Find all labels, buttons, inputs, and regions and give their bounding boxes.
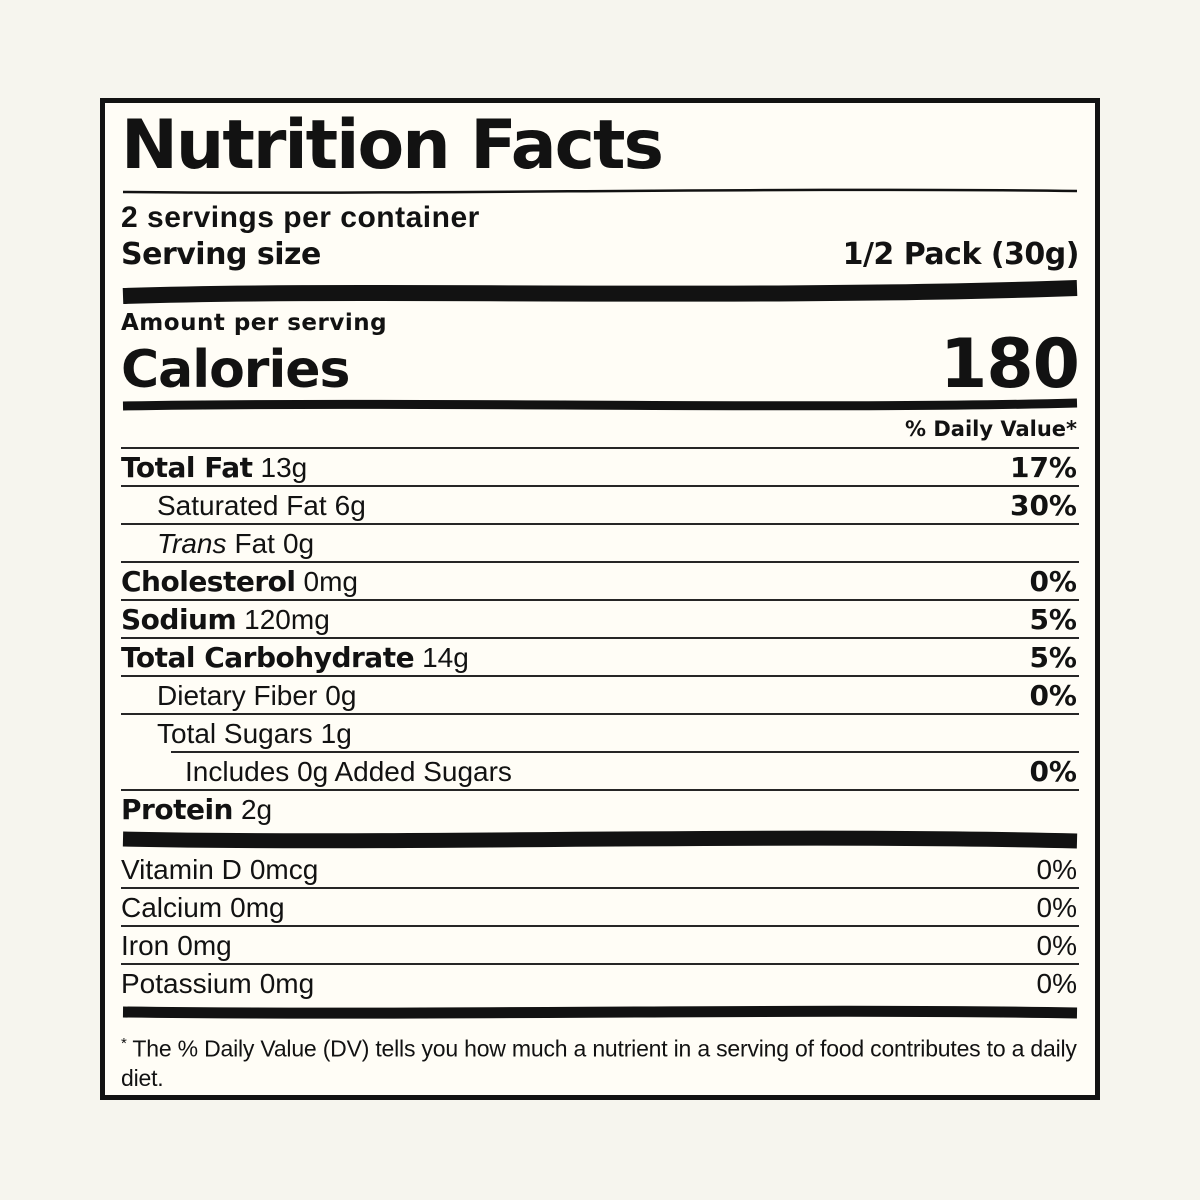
nutrient-name: Includes 0g Added Sugars (185, 755, 512, 787)
nutrient-name: Total Carbohydrate (121, 640, 415, 674)
thick-rule-top (122, 279, 1078, 304)
thick-rule-calories (122, 398, 1078, 411)
serving-size-row: Serving size 1/2 Pack (30g) (121, 236, 1080, 274)
footnote: * The % Daily Value (DV) tells you how m… (121, 1029, 1079, 1095)
daily-value: 0% (1029, 754, 1077, 788)
nutrient-name: Calcium (121, 891, 223, 923)
nutrient-row-cholesterol: Cholesterol 0mg 0% (121, 563, 1079, 601)
nutrient-row-total-sugars: Total Sugars 1g (121, 715, 1079, 751)
daily-value: 0% (1029, 678, 1077, 712)
nutrient-amount: 0mg (230, 891, 285, 923)
title-underline-rule (122, 188, 1078, 194)
nutrient-row-total-fat: Total Fat 13g 17% (121, 449, 1079, 487)
thick-rule-protein (122, 830, 1078, 849)
daily-value: 5% (1029, 640, 1077, 674)
micronutrient-row-calcium: Calcium 0mg 0% (121, 889, 1079, 927)
daily-value-header: % Daily Value* (121, 413, 1079, 449)
micronutrient-row-iron: Iron 0mg 0% (121, 927, 1079, 965)
nutrient-name: Sodium (121, 602, 237, 636)
micronutrient-row-vitamin-d: Vitamin D 0mcg 0% (121, 851, 1079, 889)
nutrient-amount: 0mg (259, 967, 315, 999)
nutrient-row-protein: Protein 2g (121, 791, 1079, 827)
nutrient-row-trans-fat: Trans Fat 0g (121, 525, 1079, 563)
footnote-line1: * The % Daily Value (DV) tells you how m… (121, 1034, 1077, 1092)
nutrient-amount: 0mg (177, 929, 232, 961)
nutrient-row-total-carbohydrate: Total Carbohydrate 14g 5% (121, 639, 1079, 677)
servings-per-container: 2 servings per container (121, 200, 480, 234)
nutrient-amount: 14g (422, 641, 469, 673)
nutrient-name: Dietary Fiber (157, 679, 318, 711)
daily-value: 0% (1036, 853, 1077, 885)
nutrient-row-saturated-fat: Saturated Fat 6g 30% (121, 487, 1079, 525)
serving-size-value: 1/2 Pack (30g) (842, 236, 1080, 272)
daily-value: 0% (1036, 929, 1077, 961)
nutrient-amount: 120mg (244, 603, 330, 635)
calories-value: 180 (940, 324, 1080, 404)
footnote-marker: * (121, 1034, 127, 1052)
thick-rule-footnote (122, 1005, 1078, 1019)
nutrient-amount: 0mg (303, 565, 358, 597)
nutrient-name: Iron (121, 929, 170, 961)
daily-value: 0% (1036, 891, 1077, 923)
daily-value: 17% (1009, 450, 1077, 484)
nutrient-name: Potassium (121, 967, 252, 999)
nutrient-name: Fat (234, 527, 275, 559)
nutrient-name: Saturated Fat (157, 489, 327, 521)
nutrition-facts-label: Nutrition Facts 2 servings per container… (100, 98, 1100, 1100)
footnote-line2: 2,000 calories a day is used for general… (121, 1093, 1079, 1095)
nutrient-row-added-sugars: Includes 0g Added Sugars 0% (121, 750, 1079, 791)
nutrient-amount: 2g (240, 793, 273, 825)
label-title: Nutrition Facts (121, 106, 664, 185)
nutrient-row-dietary-fiber: Dietary Fiber 0g 0% (121, 677, 1079, 715)
nutrient-amount: 0g (325, 679, 357, 711)
nutrient-amount: 0mcg (249, 853, 319, 885)
daily-value: 0% (1029, 564, 1077, 598)
nutrient-name-italic: Trans (157, 527, 227, 559)
nutrient-name: Cholesterol (121, 564, 296, 598)
nutrient-name: Protein (121, 792, 233, 826)
daily-value: 30% (1009, 488, 1077, 522)
calories-label: Calories (121, 339, 350, 400)
calories-row: Calories 180 (121, 324, 1080, 404)
nutrient-name: Total Sugars (157, 717, 313, 749)
nutrient-amount: 0g (282, 527, 315, 559)
nutrient-name: Vitamin D (121, 853, 242, 885)
nutrient-amount: 6g (334, 489, 366, 521)
amount-per-serving: Amount per serving (121, 309, 388, 336)
daily-value: 5% (1029, 602, 1077, 636)
nutrient-row-sodium: Sodium 120mg 5% (121, 601, 1079, 639)
micronutrient-row-potassium: Potassium 0mg 0% (121, 965, 1079, 1001)
nutrient-name: Total Fat (121, 450, 253, 484)
nutrient-amount: 13g (260, 451, 308, 483)
serving-size-label: Serving size (121, 236, 321, 272)
daily-value: 0% (1036, 967, 1077, 999)
nutrient-amount: 1g (320, 717, 352, 749)
